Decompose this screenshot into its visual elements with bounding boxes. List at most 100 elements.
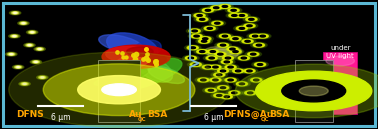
Circle shape: [21, 22, 26, 24]
Circle shape: [228, 66, 233, 68]
Circle shape: [239, 15, 245, 16]
Circle shape: [219, 34, 231, 38]
Circle shape: [197, 78, 209, 82]
Circle shape: [102, 45, 170, 68]
Circle shape: [203, 9, 213, 12]
Ellipse shape: [104, 57, 153, 88]
Circle shape: [211, 93, 228, 98]
Circle shape: [233, 69, 243, 73]
Circle shape: [232, 69, 244, 73]
Circle shape: [36, 48, 43, 50]
Circle shape: [228, 13, 240, 18]
Circle shape: [197, 15, 202, 16]
Circle shape: [233, 51, 238, 53]
Circle shape: [257, 34, 268, 38]
Circle shape: [224, 96, 229, 98]
Circle shape: [225, 57, 231, 59]
Circle shape: [9, 11, 21, 15]
Circle shape: [191, 34, 202, 38]
Circle shape: [225, 65, 237, 69]
Circle shape: [215, 85, 231, 91]
Circle shape: [243, 69, 256, 73]
Circle shape: [250, 78, 262, 82]
Circle shape: [242, 39, 253, 43]
Circle shape: [193, 64, 198, 65]
Circle shape: [200, 51, 205, 53]
Ellipse shape: [137, 57, 173, 82]
Circle shape: [209, 20, 226, 26]
Circle shape: [219, 4, 231, 9]
Circle shape: [28, 31, 36, 34]
Ellipse shape: [99, 35, 143, 53]
Circle shape: [244, 69, 255, 73]
Circle shape: [102, 84, 136, 96]
Circle shape: [208, 89, 214, 91]
Circle shape: [226, 13, 243, 18]
Circle shape: [253, 35, 258, 37]
Circle shape: [218, 94, 235, 100]
Circle shape: [201, 26, 218, 31]
Circle shape: [217, 43, 229, 47]
Circle shape: [215, 42, 231, 48]
Circle shape: [222, 6, 228, 7]
Circle shape: [247, 25, 252, 27]
Circle shape: [213, 93, 225, 98]
Circle shape: [251, 42, 267, 48]
Circle shape: [209, 65, 222, 69]
Circle shape: [22, 23, 25, 24]
Circle shape: [194, 49, 211, 54]
Circle shape: [190, 47, 195, 49]
Circle shape: [200, 7, 216, 13]
Circle shape: [217, 69, 229, 73]
Circle shape: [225, 78, 237, 82]
Circle shape: [228, 8, 240, 12]
Circle shape: [226, 47, 239, 51]
Circle shape: [198, 78, 209, 82]
Circle shape: [208, 49, 238, 59]
Circle shape: [41, 77, 43, 78]
Circle shape: [188, 57, 194, 59]
Circle shape: [6, 52, 17, 56]
Circle shape: [206, 56, 217, 60]
Circle shape: [198, 39, 210, 43]
Circle shape: [230, 68, 246, 74]
Circle shape: [204, 49, 221, 54]
Circle shape: [11, 35, 18, 37]
Circle shape: [21, 83, 28, 85]
Circle shape: [205, 9, 211, 11]
Circle shape: [206, 56, 218, 60]
Circle shape: [234, 13, 250, 18]
Circle shape: [183, 55, 199, 61]
Circle shape: [127, 47, 153, 56]
Circle shape: [197, 50, 208, 53]
Circle shape: [211, 21, 223, 25]
Circle shape: [214, 7, 219, 9]
Circle shape: [235, 55, 252, 61]
Circle shape: [196, 50, 208, 54]
Circle shape: [20, 22, 27, 25]
Circle shape: [210, 6, 222, 10]
Circle shape: [204, 27, 215, 30]
Circle shape: [247, 33, 263, 39]
Circle shape: [215, 68, 231, 74]
Circle shape: [252, 62, 268, 67]
Circle shape: [200, 18, 205, 20]
Circle shape: [236, 26, 248, 30]
Circle shape: [18, 21, 29, 25]
Circle shape: [217, 95, 222, 96]
Circle shape: [24, 43, 35, 47]
Circle shape: [213, 73, 225, 77]
Circle shape: [207, 77, 224, 83]
Text: Au: Au: [129, 110, 142, 119]
Circle shape: [43, 64, 195, 116]
Circle shape: [239, 27, 245, 29]
Circle shape: [204, 46, 234, 57]
Circle shape: [254, 79, 259, 81]
Text: 6 μm: 6 μm: [204, 113, 223, 122]
Circle shape: [199, 39, 209, 43]
Text: BSA: BSA: [269, 110, 290, 119]
Circle shape: [204, 26, 216, 30]
Circle shape: [189, 29, 201, 33]
Circle shape: [238, 56, 250, 60]
Circle shape: [192, 30, 197, 32]
